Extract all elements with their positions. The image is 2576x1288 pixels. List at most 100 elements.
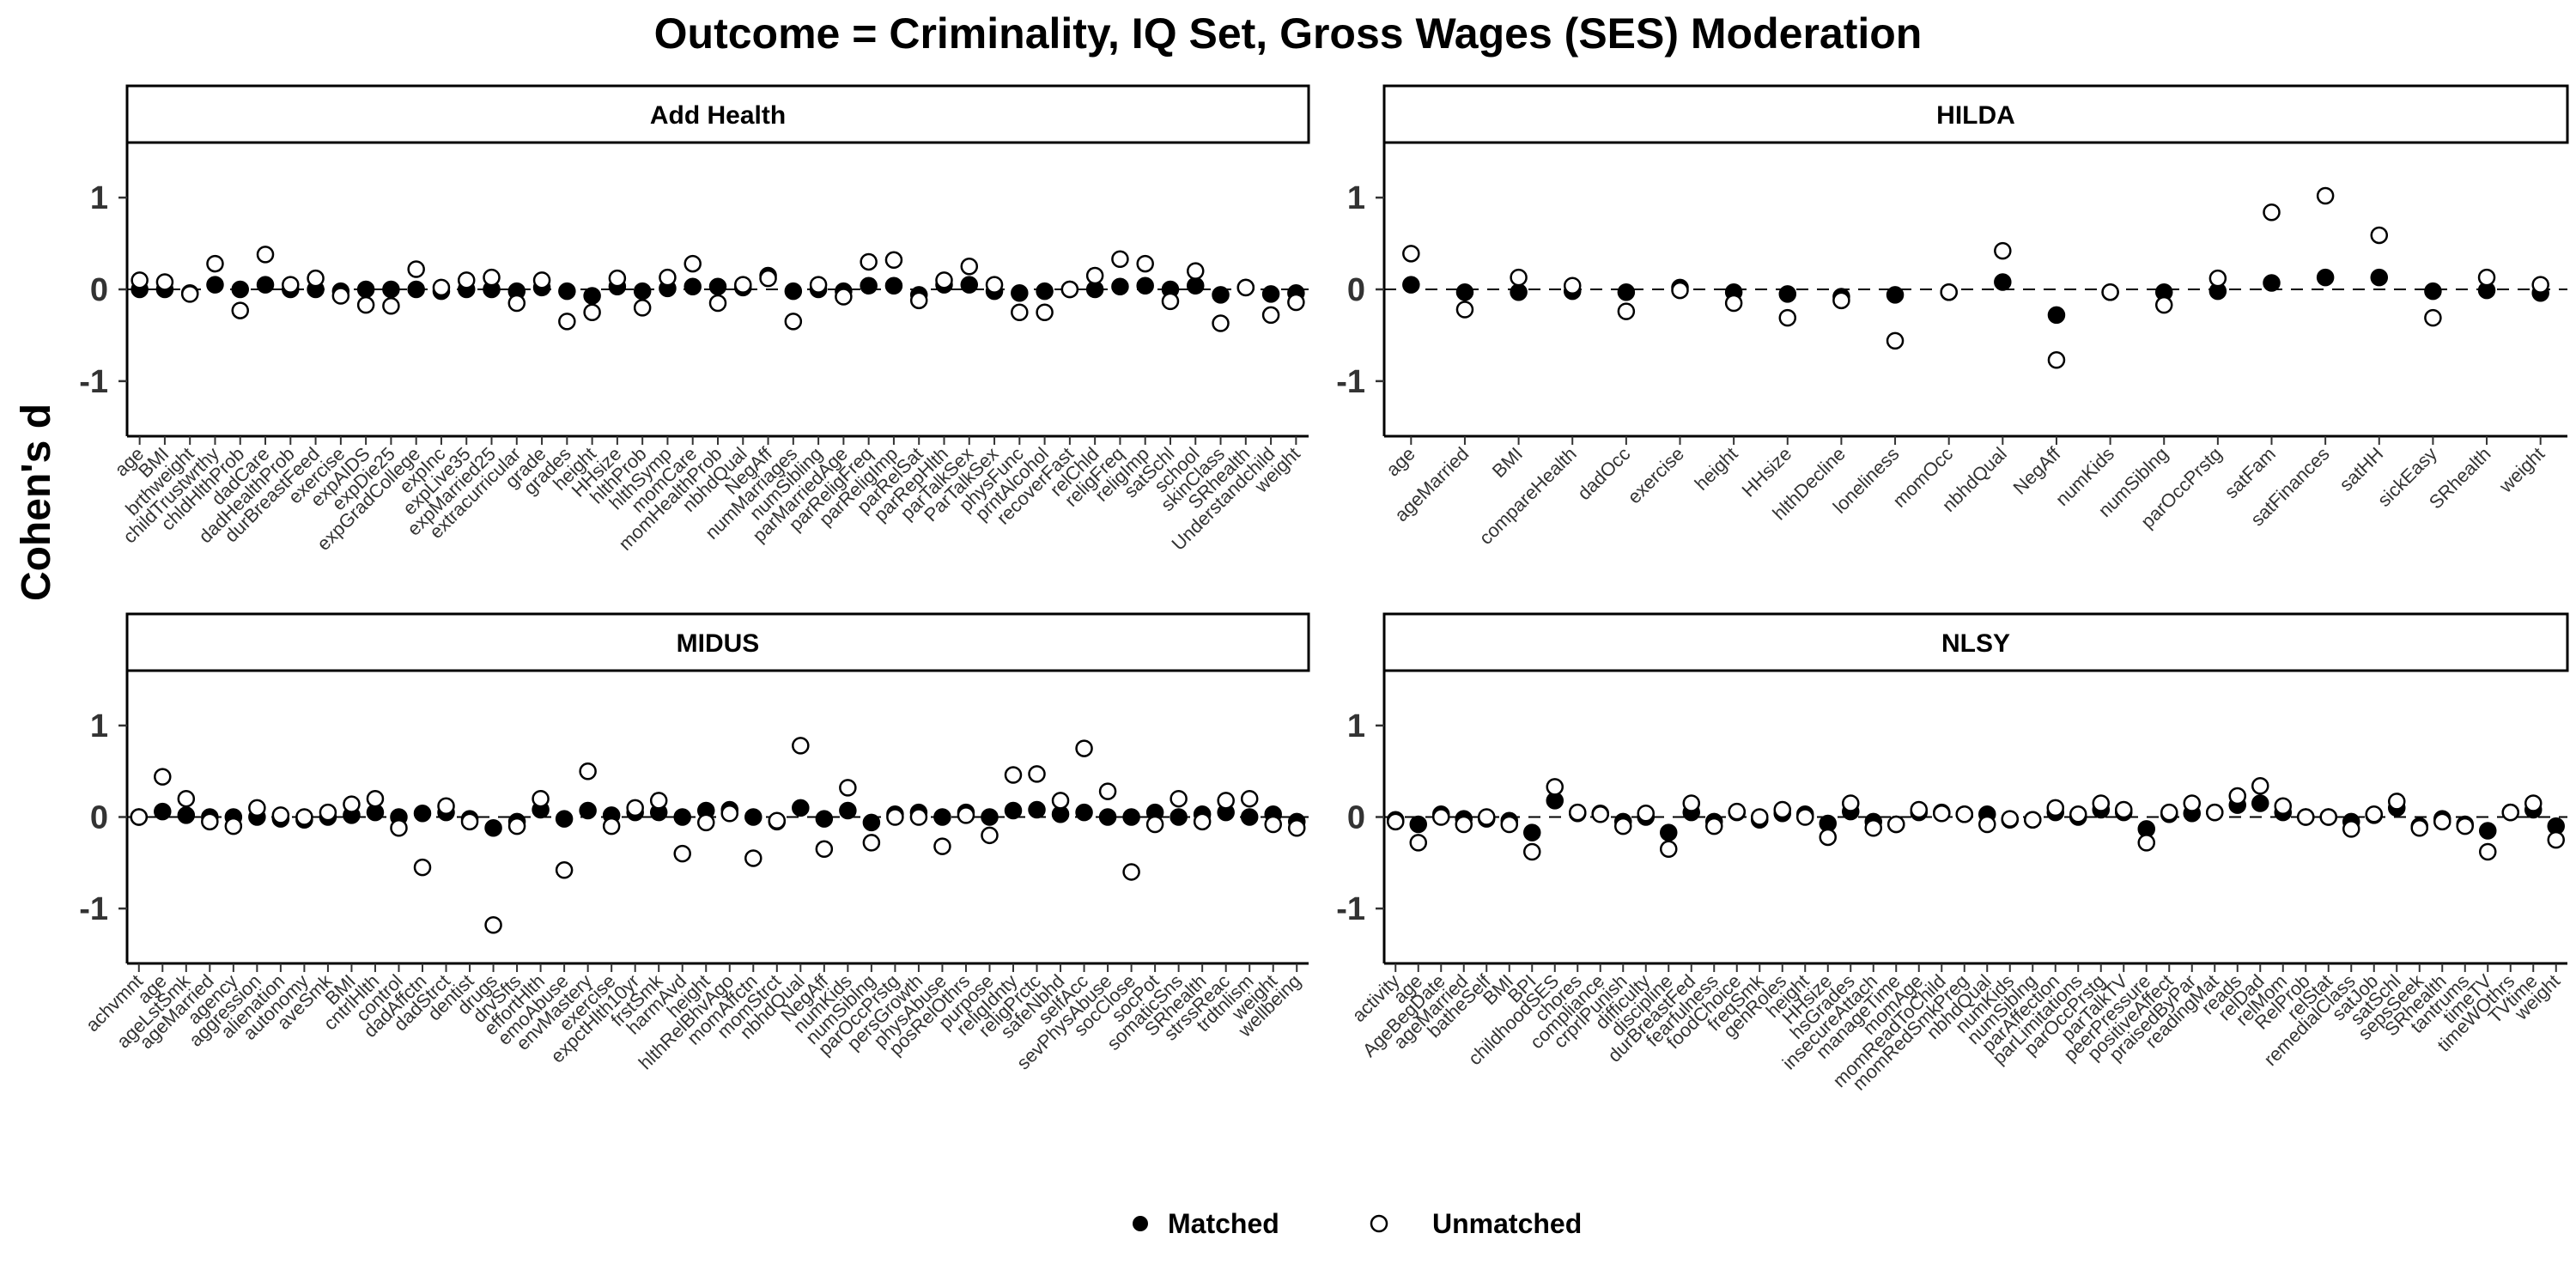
- unmatched-point-numsiblng: [2024, 811, 2042, 829]
- unmatched-point-negaff: [759, 269, 777, 288]
- unmatched-point-weight: [1264, 815, 1282, 834]
- unmatched-point-control: [390, 819, 408, 837]
- facet-strip: [125, 612, 1310, 672]
- unmatched-point-comparehealth: [1563, 276, 1582, 295]
- matched-point-momaffctn: [744, 808, 762, 826]
- unmatched-point-prntalcohol: [1036, 303, 1054, 321]
- y-tick-label: -1: [79, 364, 108, 400]
- matched-point-dadcare: [256, 276, 275, 294]
- matched-point-drugs: [484, 819, 502, 837]
- unmatched-point-aggression: [248, 799, 266, 817]
- unmatched-point-age: [1402, 245, 1420, 263]
- unmatched-point-grade: [532, 271, 551, 289]
- panel-add-health: Add Health10-1ageBMIbrthweightchildTrust…: [79, 84, 1310, 555]
- unmatched-point-age: [131, 271, 149, 289]
- matched-point-parreligfreq: [860, 276, 878, 295]
- unmatched-point-explive35: [457, 271, 476, 289]
- unmatched-point-negaff: [2047, 351, 2066, 369]
- matched-point-satfam: [2263, 274, 2281, 292]
- matched-point-momcare: [683, 277, 702, 296]
- matched-point-partalksex: [960, 276, 979, 294]
- unmatched-point-dadstrct: [437, 797, 455, 815]
- unmatched-point-strssreac: [1217, 792, 1235, 810]
- y-tick-label: 0: [90, 272, 108, 308]
- unmatched-point-exercise: [602, 817, 621, 835]
- unmatched-point-compliance: [1591, 805, 1609, 823]
- unmatched-point-peerpressure: [2137, 834, 2155, 852]
- unmatched-point-genroles: [1773, 800, 1791, 819]
- unmatched-point-numkids: [2101, 283, 2119, 301]
- matched-point-emoabuse: [555, 810, 574, 828]
- matched-point-agelstsmk: [177, 806, 196, 824]
- unmatched-point-socclose: [1122, 863, 1140, 881]
- y-tick-label: 1: [90, 180, 108, 216]
- unmatched-point-parreligimp: [884, 251, 903, 270]
- unmatched-point-exercise: [331, 287, 350, 305]
- unmatched-point-agemarried: [1455, 815, 1473, 834]
- y-axis-label: Cohen's d: [14, 404, 59, 601]
- unmatched-point-chldhlthprob: [231, 301, 249, 319]
- matched-point-loneliness: [1886, 286, 1905, 304]
- unmatched-point-efforthlth: [532, 789, 550, 808]
- legend: Matched Unmatched: [1133, 1208, 1582, 1239]
- facet-strip: [1382, 612, 2569, 672]
- panel-midus: MIDUS10-1achvmntageageLstSmkageMarriedag…: [79, 612, 1310, 1073]
- matched-point-grades: [558, 282, 576, 301]
- matched-point-parreligimp: [884, 276, 903, 295]
- x-tick-label: compareHealth: [1475, 443, 1581, 549]
- x-tick-label: age: [1382, 443, 1419, 481]
- unmatched-point-remedialclass: [2342, 820, 2360, 838]
- unmatched-point-timewothrs: [2501, 803, 2519, 822]
- unmatched-point-dadhealthprob: [282, 276, 300, 294]
- matched-point-religfreq: [1111, 277, 1129, 296]
- unmatched-point-numsiblng: [862, 834, 881, 852]
- unmatched-point-paroccprstg: [2208, 269, 2227, 288]
- unmatched-point-school: [1187, 262, 1205, 280]
- matched-point-nummarriages: [784, 282, 803, 301]
- unmatched-point-momhealthprob: [708, 294, 727, 313]
- facet-panels: Add Health10-1ageBMIbrthweightchildTrust…: [79, 84, 2569, 1095]
- unmatched-point-srhealth: [2433, 812, 2451, 831]
- unmatched-point-religidnty: [1004, 766, 1023, 784]
- unmatched-point-momcare: [683, 254, 702, 273]
- unmatched-point-partalksex: [985, 276, 1004, 294]
- matched-point-understandchild: [1261, 285, 1280, 303]
- unmatched-point-childtrustwrthy: [206, 254, 224, 273]
- matched-point-skinclass: [1212, 286, 1230, 304]
- x-tick-label: weight: [2494, 443, 2549, 497]
- matched-point-expdie25: [382, 280, 400, 299]
- unmatched-point-posrelothrs: [957, 806, 975, 824]
- unmatched-point-partalksex: [960, 258, 979, 276]
- unmatched-point-hhsize: [608, 269, 627, 288]
- unmatched-point-safenbhd: [1051, 792, 1070, 810]
- facet-strip-label: Add Health: [650, 101, 786, 130]
- matched-point-negaff: [815, 810, 834, 828]
- unmatched-point-hhsize: [1819, 828, 1837, 847]
- unmatched-point-satfinances: [2316, 186, 2335, 205]
- unmatched-point-weight: [1287, 293, 1305, 312]
- matched-point-socclose: [1122, 808, 1140, 826]
- matched-point-sickeasy: [2424, 282, 2442, 301]
- matched-point-nbhdqual: [1994, 273, 2012, 291]
- unmatched-point-durbreastfed: [1682, 794, 1700, 812]
- y-tick-label: 1: [1347, 180, 1365, 216]
- unmatched-point-hhsize: [1778, 308, 1797, 327]
- unmatched-point-brthweight: [180, 285, 199, 303]
- matched-point-childtrustwrthy: [206, 276, 224, 294]
- unmatched-point-weight: [2547, 830, 2565, 849]
- unmatched-point-skinclass: [1212, 314, 1230, 332]
- unmatched-point-dentist: [460, 812, 479, 831]
- matched-point-religimp: [1136, 276, 1154, 295]
- unmatched-point-height: [583, 303, 601, 321]
- unmatched-point-height: [1796, 808, 1814, 826]
- matched-point-selfacc: [1075, 803, 1093, 822]
- unmatched-point-satschl: [1161, 292, 1180, 311]
- unmatched-point-nbhdqual: [734, 276, 752, 294]
- unmatched-point-timetv: [2479, 842, 2497, 861]
- unmatched-point-hlthdecline: [1832, 291, 1850, 310]
- unmatched-point-satfam: [2263, 203, 2281, 222]
- unmatched-point-cntrlhlth: [366, 789, 385, 808]
- unmatched-point-dadcare: [256, 246, 275, 264]
- unmatched-point-momocc: [1940, 283, 1958, 301]
